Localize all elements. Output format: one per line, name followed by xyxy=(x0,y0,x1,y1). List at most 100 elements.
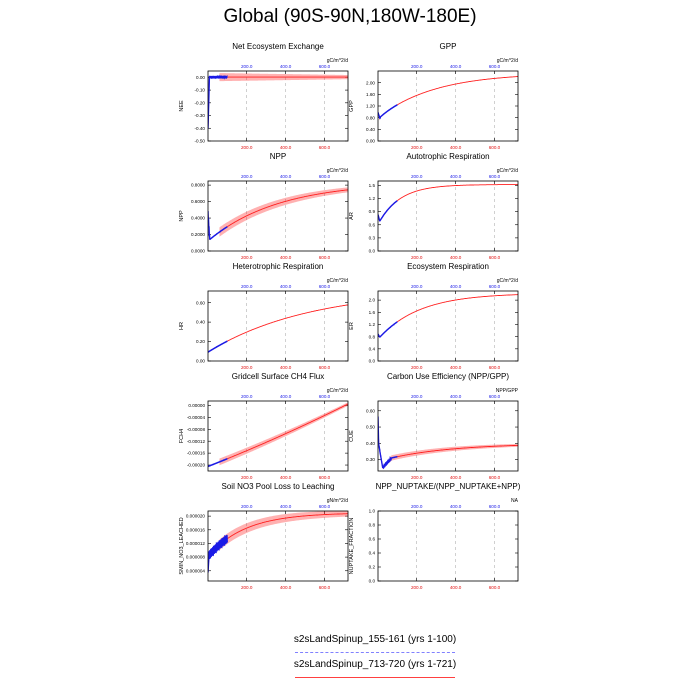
series-line-run1-er xyxy=(378,321,398,338)
x-tick-label-bottom-smin-2: 600.0 xyxy=(319,585,331,590)
x-tick-label-bottom-nee-0: 200.0 xyxy=(241,145,253,150)
y-tick-label-npp-2: 0.4000 xyxy=(191,216,205,221)
x-tick-label-top-cue-1: 400.0 xyxy=(450,394,462,399)
y-tick-label-npp-3: 0.6000 xyxy=(191,199,205,204)
series-line-run1-cue xyxy=(378,416,398,470)
y-tick-label-nee-3: -0.20 xyxy=(195,100,206,105)
y-tick-label-nuptake-1: 0.2 xyxy=(369,565,376,570)
panel-title-nee: Net Ecosystem Exchange xyxy=(232,42,324,51)
legend-line-run2 xyxy=(295,677,455,678)
y-tick-label-gpp-3: 1.20 xyxy=(366,104,375,109)
plot-frame-er xyxy=(377,290,519,362)
x-tick-label-top-npp-1: 400.0 xyxy=(280,174,292,179)
series-line-run2-fch4 xyxy=(208,403,348,467)
y-tick-label-npp-4: 0.8000 xyxy=(191,183,205,188)
y-axis-label-npp: NPP xyxy=(179,210,185,222)
panel-nee: Net Ecosystem Exchange gC/m^2/d NEE 200.0 40… xyxy=(179,42,349,150)
legend-line-run1 xyxy=(295,652,455,653)
x-tick-label-top-nee-0: 200.0 xyxy=(241,64,253,69)
x-tick-label-bottom-er-0: 200.0 xyxy=(411,365,423,370)
plot-area-ar xyxy=(378,184,518,222)
series-line-run1-gpp xyxy=(378,104,398,120)
series-line-run2-npp xyxy=(208,189,348,241)
series-line-run1-smin xyxy=(208,534,228,573)
y-tick-label-smin-4: 0.000020 xyxy=(186,514,206,519)
y-tick-label-gpp-1: 0.40 xyxy=(366,127,375,132)
x-tick-label-bottom-npp-0: 200.0 xyxy=(241,255,253,260)
plot-area-smin xyxy=(208,511,348,573)
legend-label-run1: s2sLandSpinup_155-161 (yrs 1-100) xyxy=(293,634,457,645)
y-tick-label-cue-0: 0.30 xyxy=(366,457,375,462)
panel-title-nuptake: NPP_NUPTAKE/(NPP_NUPTAKE+NPP) xyxy=(376,482,521,491)
x-tick-label-bottom-gpp-2: 600.0 xyxy=(489,145,501,150)
series-line-run2-ar xyxy=(378,184,518,222)
x-tick-label-top-nee-1: 400.0 xyxy=(280,64,292,69)
y-tick-label-npp-0: 0.0000 xyxy=(191,249,205,254)
x-tick-label-bottom-npp-1: 400.0 xyxy=(280,255,292,260)
x-tick-label-top-er-1: 400.0 xyxy=(450,284,462,289)
y-tick-label-nee-0: -0.50 xyxy=(195,139,206,144)
x-tick-label-top-hr-0: 200.0 xyxy=(241,284,253,289)
x-tick-label-top-gpp-2: 600.0 xyxy=(489,64,501,69)
units-label-nuptake: NA xyxy=(511,498,519,504)
y-tick-label-fch4-1: -0.00016 xyxy=(187,451,206,456)
y-tick-label-er-5: 2.0 xyxy=(369,298,376,303)
y-tick-label-gpp-2: 0.80 xyxy=(366,115,375,120)
y-tick-label-hr-0: 0.00 xyxy=(196,359,205,364)
x-tick-label-top-gpp-1: 400.0 xyxy=(450,64,462,69)
y-axis-label-fch4: FCH4 xyxy=(179,429,185,443)
y-tick-label-fch4-4: -0.00004 xyxy=(187,415,206,420)
x-tick-label-top-hr-1: 400.0 xyxy=(280,284,292,289)
x-tick-label-bottom-fch4-2: 600.0 xyxy=(319,475,331,480)
panel-title-er: Ecosystem Respiration xyxy=(407,262,489,271)
x-tick-label-bottom-cue-1: 400.0 xyxy=(450,475,462,480)
y-tick-label-cue-3: 0.60 xyxy=(366,408,375,413)
series-band-run2-cue xyxy=(389,443,518,463)
units-label-nee: gC/m^2/d xyxy=(327,58,348,64)
y-tick-label-gpp-0: 0.00 xyxy=(366,139,375,144)
y-tick-label-nuptake-4: 0.8 xyxy=(369,523,376,528)
x-tick-label-bottom-hr-0: 200.0 xyxy=(241,365,253,370)
panel-title-cue: Carbon Use Efficiency (NPP/GPP) xyxy=(387,372,509,381)
y-tick-label-er-2: 0.8 xyxy=(369,334,376,339)
units-label-npp: gC/m^2/d xyxy=(327,168,348,174)
x-tick-label-top-fch4-1: 400.0 xyxy=(280,394,292,399)
x-tick-label-bottom-gpp-0: 200.0 xyxy=(411,145,423,150)
y-tick-label-hr-3: 0.60 xyxy=(196,300,205,305)
x-tick-label-top-smin-1: 400.0 xyxy=(280,504,292,509)
series-line-run2-er xyxy=(378,294,518,338)
x-tick-label-top-npp-2: 600.0 xyxy=(319,174,331,179)
y-tick-label-nee-4: -0.10 xyxy=(195,88,206,93)
panel-smin: Soil NO3 Pool Loss to Leaching gN/m^2/d SM… xyxy=(179,482,349,590)
x-tick-label-top-nee-2: 600.0 xyxy=(319,64,331,69)
plot-frame-nee xyxy=(207,70,349,142)
x-tick-label-top-gpp-0: 200.0 xyxy=(411,64,423,69)
y-tick-label-cue-1: 0.40 xyxy=(366,441,375,446)
legend: s2sLandSpinup_155-161 (yrs 1-100) s2sLan… xyxy=(250,630,530,690)
y-tick-label-smin-0: 0.000004 xyxy=(186,568,206,573)
series-band-run2-smin xyxy=(219,511,348,551)
series-line-run2-hr xyxy=(208,304,348,353)
y-tick-label-er-1: 0.4 xyxy=(369,346,376,351)
panel-fch4: Gridcell Surface CH4 Flux gC/m^2/d FCH4 200… xyxy=(179,372,349,480)
x-tick-label-top-cue-0: 200.0 xyxy=(411,394,423,399)
panel-nuptake: NPP_NUPTAKE/(NPP_NUPTAKE+NPP) NA NUPTAKE_F… xyxy=(349,482,521,590)
units-label-er: gC/m^2/d xyxy=(497,278,518,284)
y-tick-label-ar-0: 0.0 xyxy=(369,249,376,254)
x-tick-label-top-hr-2: 600.0 xyxy=(319,284,331,289)
x-tick-label-bottom-gpp-1: 400.0 xyxy=(450,145,462,150)
y-axis-label-nee: NEE xyxy=(179,100,185,112)
y-axis-label-er: ER xyxy=(349,322,355,330)
panel-hr: Heterotrophic Respiration gC/m^2/d HR 200.0… xyxy=(179,262,349,370)
y-tick-label-ar-3: 0.9 xyxy=(369,209,376,214)
x-tick-label-top-smin-2: 600.0 xyxy=(319,504,331,509)
series-band-run2-fch4 xyxy=(219,402,348,466)
x-tick-label-bottom-ar-1: 400.0 xyxy=(450,255,462,260)
x-tick-label-bottom-ar-0: 200.0 xyxy=(411,255,423,260)
units-label-smin: gN/m^2/d xyxy=(327,498,348,504)
y-tick-label-fch4-2: -0.00012 xyxy=(187,439,206,444)
units-label-ar: gC/m^2/d xyxy=(497,168,518,174)
plot-area-hr xyxy=(208,304,348,353)
y-tick-label-fch4-5: 0.00000 xyxy=(188,403,205,408)
figure-title: Global (90S-90N,180W-180E) xyxy=(223,6,477,27)
